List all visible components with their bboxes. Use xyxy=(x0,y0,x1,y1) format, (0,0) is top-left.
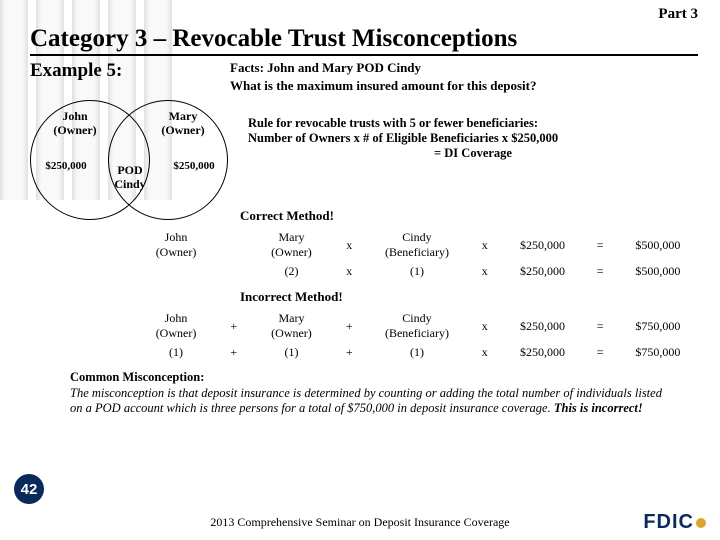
cell-p1: + xyxy=(216,309,251,343)
cell-p3: + xyxy=(216,343,251,362)
cell-x6: x xyxy=(467,343,502,362)
cell-p2: + xyxy=(332,309,367,343)
common-misconception: Common Misconception: The misconception … xyxy=(70,370,668,417)
facts-block: Facts: John and Mary POD Cindy What is t… xyxy=(200,60,698,94)
cell-500-2: $500,000 xyxy=(618,262,698,281)
venn-pod-label: POD Cindy xyxy=(108,164,152,192)
cell-x4: x xyxy=(467,262,502,281)
footer: 2013 Comprehensive Seminar on Deposit In… xyxy=(0,515,720,530)
incorrect-row-1: John (Owner) + Mary (Owner) + Cindy (Ben… xyxy=(30,309,698,343)
facts-question: What is the maximum insured amount for t… xyxy=(230,78,698,94)
page-number-badge: 42 xyxy=(14,474,44,504)
venn-label-mary: Mary (Owner) xyxy=(148,110,218,138)
example-label: Example 5: xyxy=(30,60,200,94)
cell-eq3: = xyxy=(583,309,618,343)
facts-title: Facts: John and Mary POD Cindy xyxy=(230,60,421,75)
cell-x3: x xyxy=(332,262,367,281)
incorrect-method-header: Incorrect Method! xyxy=(240,289,698,305)
venn-amount-right: $250,000 xyxy=(164,160,224,173)
cell-eq4: = xyxy=(583,343,618,362)
cell-250-4: $250,000 xyxy=(502,343,582,362)
fdic-logo: FDIC xyxy=(643,511,706,534)
cell-mary: Mary (Owner) xyxy=(251,228,331,262)
common-tail: This is incorrect! xyxy=(554,401,643,415)
cell-n2: (2) xyxy=(251,262,331,281)
cell-n1c: (1) xyxy=(251,343,331,362)
venn-diagram: John (Owner) Mary (Owner) $250,000 $250,… xyxy=(30,100,240,230)
cell-cindy2: Cindy (Beneficiary) xyxy=(367,309,467,343)
cell-250-3: $250,000 xyxy=(502,309,582,343)
cell-eq1: = xyxy=(583,228,618,262)
rule-line2: Number of Owners x # of Eligible Benefic… xyxy=(248,131,558,145)
cell-eq2: = xyxy=(583,262,618,281)
venn-amount-left: $250,000 xyxy=(36,160,96,173)
incorrect-method-table: John (Owner) + Mary (Owner) + Cindy (Ben… xyxy=(30,309,698,362)
cell-500-1: $500,000 xyxy=(618,228,698,262)
cell-750-2: $750,000 xyxy=(618,343,698,362)
rule-line3: = DI Coverage xyxy=(248,146,698,161)
common-lead: Common Misconception: xyxy=(70,370,204,384)
cell-p4: + xyxy=(332,343,367,362)
part-label: Part 3 xyxy=(30,6,698,23)
cell-250-1: $250,000 xyxy=(502,228,582,262)
correct-row-2: (2) x (1) x $250,000 = $500,000 xyxy=(30,262,698,281)
slide-title: Category 3 – Revocable Trust Misconcepti… xyxy=(30,25,698,56)
cell-x5: x xyxy=(467,309,502,343)
cell-john: John (Owner) xyxy=(136,228,216,262)
footer-text: 2013 Comprehensive Seminar on Deposit In… xyxy=(210,515,509,530)
cell-n1a: (1) xyxy=(367,262,467,281)
cell-750-1: $750,000 xyxy=(618,309,698,343)
cell-cindy: Cindy (Beneficiary) xyxy=(367,228,467,262)
cell-n1d: (1) xyxy=(367,343,467,362)
cell-250-2: $250,000 xyxy=(502,262,582,281)
cell-n1b: (1) xyxy=(136,343,216,362)
cell-mary2: Mary (Owner) xyxy=(251,309,331,343)
incorrect-row-2: (1) + (1) + (1) x $250,000 = $750,000 xyxy=(30,343,698,362)
cell-john2: John (Owner) xyxy=(136,309,216,343)
cell-x1: x xyxy=(332,228,367,262)
cell-x2: x xyxy=(467,228,502,262)
correct-row-1: John (Owner) Mary (Owner) x Cindy (Benef… xyxy=(30,228,698,262)
venn-label-john: John (Owner) xyxy=(40,110,110,138)
correct-method-table: John (Owner) Mary (Owner) x Cindy (Benef… xyxy=(30,228,698,281)
rule-line1: Rule for revocable trusts with 5 or fewe… xyxy=(248,116,538,130)
